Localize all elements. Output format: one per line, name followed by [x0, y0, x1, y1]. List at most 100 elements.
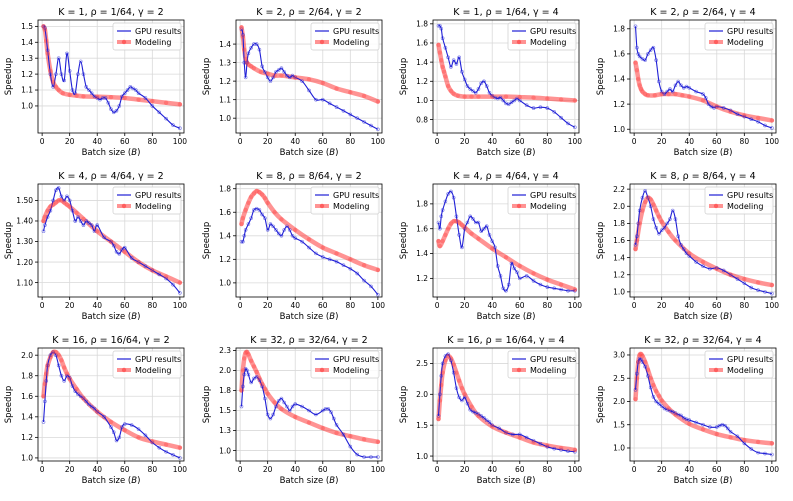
x-tick-label: 100 — [765, 301, 780, 310]
gpu-results-point — [511, 432, 515, 437]
gpu-results-point — [249, 45, 253, 50]
gpu-results-point — [465, 401, 470, 406]
modeling-point — [469, 404, 474, 409]
modeling-point — [439, 58, 444, 63]
x-axis-label-text: Batch size ( — [674, 312, 724, 322]
x-axis-label: Batch size (B) — [477, 148, 536, 158]
modeling-point — [59, 198, 64, 203]
gpu-results-point — [742, 281, 747, 286]
subplot-7: 0 20 40 60 80 100 1.2 1.4 1.6 1.8 K = 4, ρ = 4/64,… — [399, 171, 582, 322]
x-tick-label: 60 — [318, 301, 328, 310]
gpu-results-point — [76, 72, 80, 76]
gpu-results-point — [178, 456, 182, 460]
gpu-results-point — [171, 123, 175, 127]
gpu-results-point — [538, 441, 543, 446]
y-tick-label: 2.5 — [613, 374, 625, 383]
x-tick-label: 60 — [515, 301, 525, 310]
gpu-results-point — [103, 96, 108, 100]
modeling-point — [454, 370, 459, 375]
x-tick-label: 100 — [765, 465, 780, 474]
modeling-point — [503, 94, 509, 99]
modeling-point — [448, 221, 454, 226]
series-layer — [41, 186, 183, 295]
modeling-point — [306, 77, 312, 82]
subplot-6: 0 20 40 60 80 100 1.0 1.2 1.4 1.6 1.8 K = 8, ρ = 8/… — [202, 171, 385, 322]
x-axis-label-text: ) — [137, 148, 140, 158]
x-axis-label-variable: B — [131, 476, 137, 486]
y-axis-label: Speedup — [202, 58, 212, 95]
x-tick-label: 20 — [657, 137, 667, 146]
x-tick-label: 40 — [92, 301, 102, 310]
gpu-results-point — [164, 449, 168, 454]
x-tick-label: 40 — [92, 465, 102, 474]
modeling-point — [320, 425, 325, 431]
gpu-results-point — [552, 446, 557, 451]
modeling-point — [279, 217, 284, 222]
modeling-point — [455, 93, 460, 98]
y-axis-label: Speedup — [4, 386, 14, 423]
x-tick-label: 0 — [632, 465, 637, 474]
gpu-results-point — [487, 233, 492, 237]
gpu-results-point — [457, 233, 461, 237]
gpu-results-point — [701, 422, 705, 427]
x-axis-label-text: Batch size ( — [280, 148, 330, 158]
modeling-point — [462, 392, 467, 397]
modeling-point — [163, 274, 169, 279]
gpu-results-point — [770, 126, 774, 130]
modeling-point — [95, 94, 100, 99]
legend: GPU results Modeling — [507, 22, 577, 51]
modeling-point — [445, 353, 451, 359]
gpu-results-point — [446, 192, 450, 196]
modeling-point — [700, 259, 706, 265]
gpu-results-point — [465, 84, 470, 88]
modeling-point — [306, 420, 312, 425]
gpu-results-point — [355, 452, 360, 457]
gpu-results-point — [62, 198, 66, 203]
gpu-results-point — [98, 97, 102, 102]
modeling-point — [122, 249, 127, 254]
x-tick-label: 40 — [290, 301, 300, 310]
gpu-results-point — [476, 412, 481, 416]
gpu-results-point — [245, 60, 249, 65]
gpu-results-point — [111, 430, 116, 435]
subplot-12: 0 20 40 60 80 100 1.0 1.5 2.0 2.5 3.0 K = 32, ρ = 3… — [596, 335, 779, 486]
x-tick-label: 60 — [712, 137, 722, 146]
gpu-results-point — [45, 363, 50, 368]
modeling-point — [150, 439, 155, 444]
x-tick-label: 40 — [684, 137, 694, 146]
gpu-results-point — [501, 286, 506, 291]
series-layer — [239, 188, 381, 297]
modeling-point — [81, 396, 86, 401]
gpu-results-point — [376, 292, 380, 297]
legend: GPU results Modeling — [507, 186, 577, 215]
y-tick-label: 1.6 — [416, 39, 428, 48]
gpu-results-point — [468, 87, 472, 91]
gpu-results-point — [70, 208, 75, 213]
legend-model-label: Modeling — [333, 38, 369, 47]
x-tick-label: 0 — [238, 301, 243, 310]
x-tick-label: 80 — [740, 137, 750, 146]
gpu-results-point — [157, 272, 162, 277]
gpu-results-point — [506, 102, 511, 107]
gpu-results-point — [694, 420, 698, 425]
x-axis-label: Batch size (B) — [477, 312, 536, 322]
gpu-results-point — [43, 26, 47, 30]
modeling-point — [490, 94, 495, 99]
gpu-results-point — [300, 239, 304, 244]
x-tick-label: 60 — [318, 137, 328, 146]
gpu-results-point — [684, 251, 689, 256]
gpu-results-point — [566, 288, 570, 293]
modeling-series-line — [436, 218, 578, 292]
x-axis-label-text: ) — [729, 148, 732, 158]
modeling-point — [728, 109, 733, 114]
modeling-point — [673, 91, 678, 97]
gpu-results-point — [506, 282, 511, 287]
gpu-results-point — [479, 414, 484, 418]
gpu-results-point — [498, 95, 503, 100]
modeling-point — [462, 94, 467, 99]
x-tick-label: 100 — [568, 465, 583, 474]
subplot-title: K = 32, ρ = 32/64, γ = 2 — [250, 335, 367, 346]
gpu-results-point — [136, 427, 141, 431]
modeling-point — [44, 38, 49, 43]
